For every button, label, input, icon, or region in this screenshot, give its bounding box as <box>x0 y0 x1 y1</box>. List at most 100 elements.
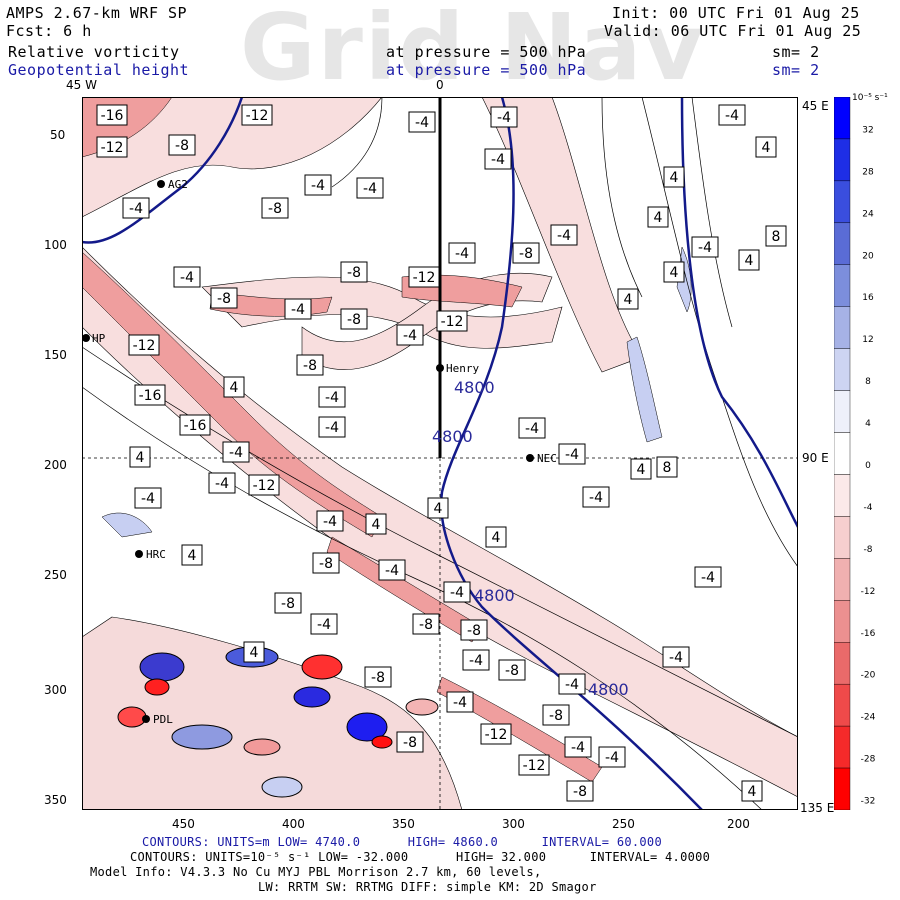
svg-text:Henry: Henry <box>446 362 479 375</box>
field-vorticity: Relative vorticity <box>8 43 180 61</box>
colorbar-label: 32 <box>862 125 873 135</box>
colorbar-swatch <box>834 138 851 182</box>
vort-label: 4 <box>762 140 771 156</box>
vort-label: 4 <box>637 462 646 478</box>
vort-label: -4 <box>455 246 469 262</box>
height-contour-interval: INTERVAL= 60.000 <box>541 835 662 849</box>
colorbar-swatch <box>834 474 851 517</box>
colorbar-swatch <box>834 642 851 685</box>
vort-label: -4 <box>141 491 155 507</box>
x-tick: 200 <box>727 817 750 831</box>
height-contour-units: CONTOURS: UNITS=m LOW= 4740.0 <box>142 835 361 849</box>
vort-label: 4 <box>748 784 757 800</box>
colorbar: 32 28 24 20 16 12 8 4 0 -4 -8 -12 -16 -20 -24 -28 -32 <box>834 97 876 810</box>
svg-text:NEC: NEC <box>537 452 557 465</box>
vort-label: 4 <box>188 548 197 564</box>
colorbar-swatch <box>834 97 851 140</box>
vort-label: 8 <box>663 460 672 476</box>
vort-label: -4 <box>291 302 305 318</box>
vort-label: -8 <box>319 556 333 572</box>
physics-info: LW: RRTM SW: RRTMG DIFF: simple KM: 2D S… <box>258 880 597 894</box>
station-hrc: HRC <box>135 548 166 561</box>
vort-label: -4 <box>317 617 331 633</box>
vort-label: -8 <box>371 670 385 686</box>
vort-label: -4 <box>325 420 339 436</box>
vort-label: -4 <box>725 108 739 124</box>
y-tick: 250 <box>44 568 67 582</box>
pressure-level-height: at pressure = 500 hPa <box>386 61 587 79</box>
vort-label: -4 <box>311 178 325 194</box>
vort-label: -8 <box>573 784 587 800</box>
vorticity-contour-info: CONTOURS: UNITS=10⁻⁵ s⁻¹ LOW= -32.000 HI… <box>130 850 710 864</box>
colorbar-label: -8 <box>864 545 873 555</box>
vort-label: -4 <box>323 514 337 530</box>
vort-label: 4 <box>434 501 443 517</box>
vort-label: -4 <box>491 152 505 168</box>
vort-label: -4 <box>565 447 579 463</box>
colorbar-label: 0 <box>865 461 871 471</box>
model-info: Model Info: V4.3.3 No Cu MYJ PBL Morriso… <box>90 865 542 879</box>
colorbar-label: -20 <box>861 671 876 681</box>
height-contours <box>82 97 798 810</box>
colorbar-swatch <box>834 264 851 307</box>
vort-label: -4 <box>557 228 571 244</box>
height-labels: 4800 4800 4800 4800 <box>432 378 629 699</box>
contour-labels: -16 -12 -12 -8 -4 -4 -4 -4 -4 -8 -4 -4 -… <box>96 104 787 802</box>
colorbar-label: 16 <box>862 293 874 303</box>
vort-label: -4 <box>525 421 539 437</box>
vort-label: -8 <box>268 201 282 217</box>
colorbar-swatch <box>834 600 851 643</box>
vort-label: -8 <box>217 291 231 307</box>
vort-label: -4 <box>605 750 619 766</box>
station-ag2: AG2 <box>157 178 188 191</box>
vort-label: -4 <box>229 445 243 461</box>
x-tick: 250 <box>612 817 635 831</box>
vort-label: -12 <box>246 108 269 124</box>
height-label: 4800 <box>432 427 473 446</box>
valid-time: Valid: 06 UTC Fri 01 Aug 25 <box>604 22 862 40</box>
colorbar-label: -28 <box>861 755 876 765</box>
lon-label-90e: 90 E <box>802 451 829 465</box>
vort-label: -4 <box>701 570 715 586</box>
vort-label: -12 <box>441 314 464 330</box>
x-tick: 400 <box>282 817 305 831</box>
vort-contour-interval: INTERVAL= 4.0000 <box>589 850 711 864</box>
vort-label: -16 <box>139 388 162 404</box>
pressure-level-vorticity: at pressure = 500 hPa <box>386 43 587 61</box>
vort-contour-units: CONTOURS: UNITS=10⁻⁵ s⁻¹ LOW= -32.000 <box>130 850 409 864</box>
x-tick: 450 <box>172 817 195 831</box>
y-tick: 50 <box>50 128 66 142</box>
vort-label: -4 <box>565 677 579 693</box>
y-tick: 100 <box>44 238 67 252</box>
vort-label: 4 <box>745 253 754 269</box>
height-label: 4800 <box>454 378 495 397</box>
vort-label: 4 <box>230 380 239 396</box>
colorbar-label: -4 <box>864 503 873 513</box>
x-tick: 300 <box>502 817 525 831</box>
vorticity-map[interactable]: -16 -12 -12 -8 -4 -4 -4 -4 -4 -8 -4 -4 -… <box>82 97 798 810</box>
vort-label: -8 <box>347 312 361 328</box>
smoothing-height: sm= 2 <box>772 61 820 79</box>
vort-label: -4 <box>215 476 229 492</box>
vort-label: -8 <box>549 708 563 724</box>
vort-label: 4 <box>372 517 381 533</box>
vort-label: -12 <box>523 758 546 774</box>
height-label: 4800 <box>588 680 629 699</box>
colorbar-label: 12 <box>862 335 873 345</box>
vort-label: 4 <box>250 645 259 661</box>
colorbar-swatch <box>834 767 851 810</box>
vort-label: -16 <box>101 108 124 124</box>
vort-label: -8 <box>281 596 295 612</box>
svg-text:HRC: HRC <box>146 548 166 561</box>
model-title: AMPS 2.67-km WRF SP <box>6 4 188 22</box>
terrain-noise-region <box>82 616 463 810</box>
colorbar-label: -32 <box>861 797 876 807</box>
vort-label: -12 <box>133 338 156 354</box>
vort-label: 4 <box>670 265 679 281</box>
field-geopotential: Geopotential height <box>8 61 190 79</box>
colorbar-label: -12 <box>861 587 876 597</box>
height-contour-high: HIGH= 4860.0 <box>407 835 499 849</box>
colorbar-swatch <box>834 432 851 475</box>
vort-label: -16 <box>184 418 207 434</box>
y-tick: 150 <box>44 348 67 362</box>
